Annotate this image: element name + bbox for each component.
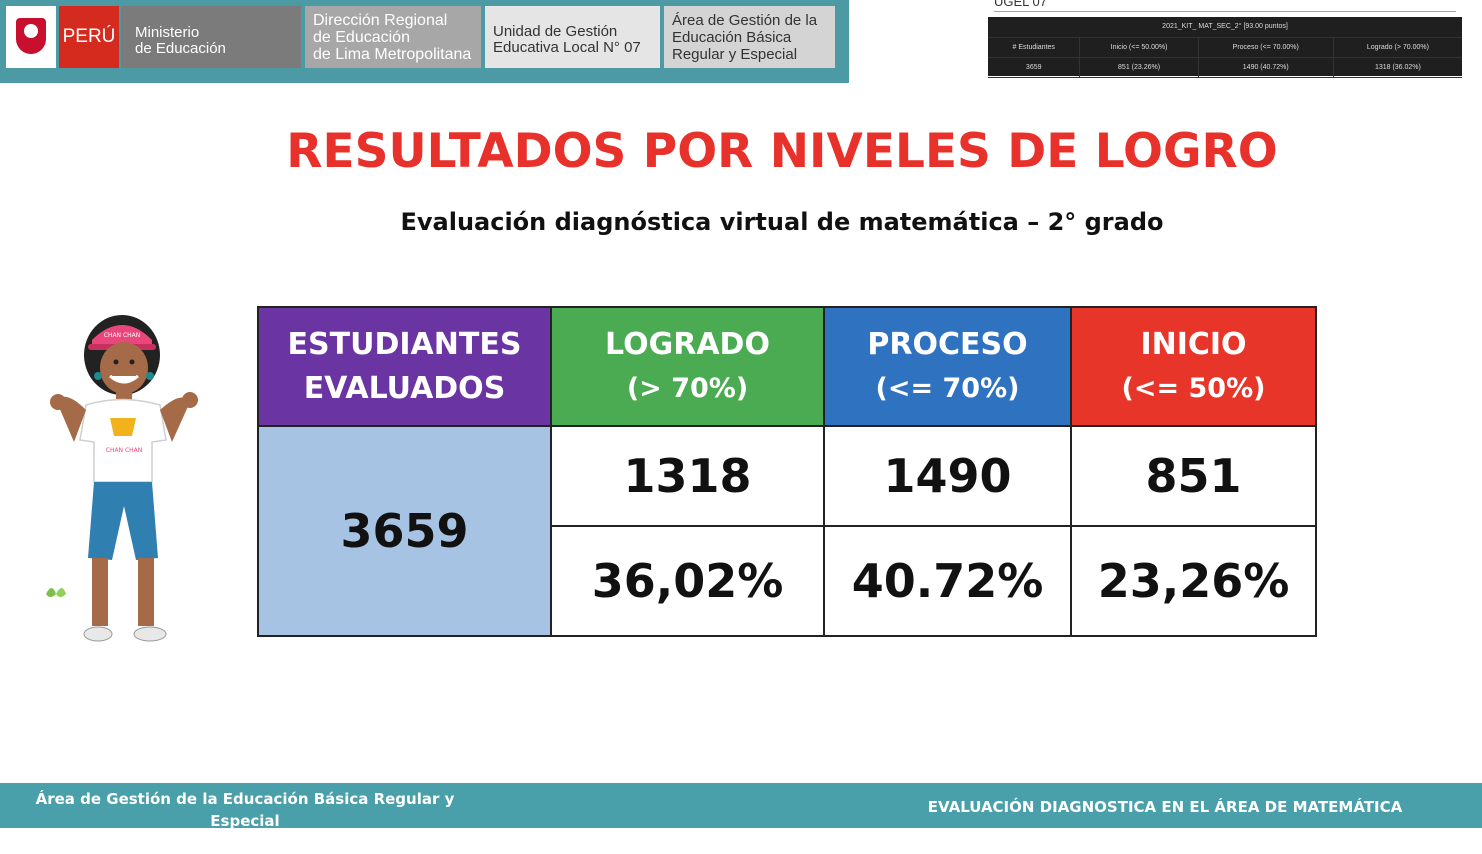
page-subtitle: Evaluación diagnóstica virtual de matemá… (400, 208, 1164, 236)
logrado-count: 1318 (550, 425, 825, 527)
reference-table-header-row: # Estudiantes Inicio (<= 50.00%) Proceso… (988, 38, 1462, 58)
cap-logo-text: CHAN CHAN (104, 332, 141, 339)
shirt-logo-text: CHAN CHAN (106, 447, 143, 454)
proceso-percent: 40.72% (823, 525, 1072, 637)
header-logrado: LOGRADO (> 70%) (550, 306, 825, 427)
footer-area-label: Área de Gestión de la Educación Básica R… (35, 790, 455, 852)
reference-table-title: 2021_KIT_ MAT_SEC_2° [93.00 puntos] (988, 17, 1462, 38)
peru-coat-of-arms-icon (6, 6, 56, 68)
header-students: ESTUDIANTES EVALUADOS (257, 306, 552, 427)
student-character-illustration: CHAN CHAN CHAN CHAN (46, 315, 198, 642)
footer-evaluation-label: EVALUACIÓN DIAGNOSTICA EN EL ÁREA DE MAT… (927, 798, 1403, 816)
footer-bar (0, 783, 1482, 828)
students-evaluated-value: 3659 (257, 425, 552, 637)
proceso-count: 1490 (823, 425, 1072, 527)
ministry-label: Ministerio de Educación (121, 6, 301, 68)
logrado-percent: 36,02% (550, 525, 825, 637)
header-inicio: INICIO (<= 50%) (1070, 306, 1317, 427)
reference-table: 2021_KIT_ MAT_SEC_2° [93.00 puntos] # Es… (988, 17, 1462, 78)
inicio-percent: 23,26% (1070, 525, 1317, 637)
page-title: RESULTADOS POR NIVELES DE LOGRO (286, 124, 1278, 179)
institutional-banner: PERÚ Ministerio de Educación Dirección Re… (0, 0, 849, 83)
dre-label: Dirección Regional de Educación de Lima Me… (305, 6, 481, 68)
ugel-label: Unidad de Gestión Educativa Local N° 07 (485, 6, 660, 68)
area-label: Área de Gestión de la Educación Básica Reg… (664, 6, 835, 68)
peru-label: PERÚ (59, 6, 119, 68)
reference-table-label: UGEL 07 (994, 0, 1047, 9)
results-table: ESTUDIANTES EVALUADOS LOGRADO (> 70%) PR… (257, 306, 1317, 637)
reference-divider (994, 11, 1456, 12)
header-proceso: PROCESO (<= 70%) (823, 306, 1072, 427)
inicio-count: 851 (1070, 425, 1317, 527)
reference-table-row: 3659 851 (23.26%) 1490 (40.72%) 1318 (36… (988, 58, 1462, 78)
